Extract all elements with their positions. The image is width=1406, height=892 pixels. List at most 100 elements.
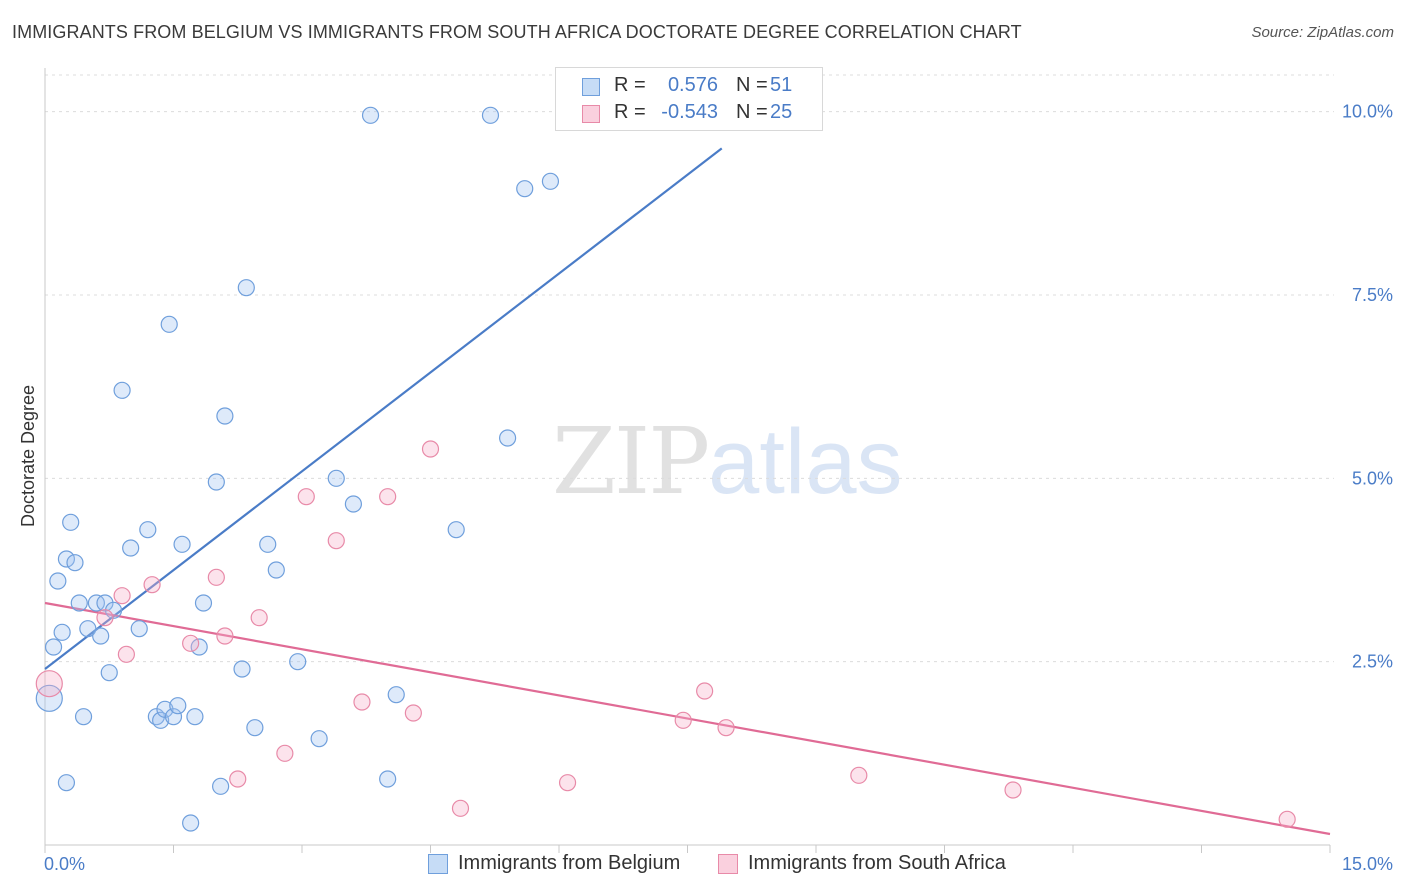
trendline-belgium xyxy=(44,147,723,670)
data-point-belgium xyxy=(66,554,84,572)
legend-row-belgium: R = 0.576 N = 51 xyxy=(556,74,822,100)
data-point-belgium xyxy=(160,315,178,333)
legend-r-value: 0.576 xyxy=(667,74,718,96)
data-point-belgium xyxy=(361,106,380,124)
x-tick-label-max: 15.0% xyxy=(1342,854,1393,874)
bottom-legend-swatch-belgium xyxy=(428,854,448,874)
data-point-belgium xyxy=(79,620,97,638)
data-point-south-africa xyxy=(216,627,234,645)
data-point-south-africa xyxy=(421,440,440,458)
data-point-south-africa xyxy=(717,719,735,737)
legend-r-value: -0.543 xyxy=(661,101,718,123)
y-tick-label: 7.5% xyxy=(1352,285,1393,305)
data-point-belgium xyxy=(173,535,191,553)
axes: 2.5% 5.0% 7.5% 10.0% 0.0% 15.0% xyxy=(44,68,1393,874)
data-point-belgium xyxy=(327,469,345,487)
y-axis-label: Doctorate Degree xyxy=(18,385,38,527)
data-point-belgium xyxy=(57,774,76,792)
y-tick-label: 2.5% xyxy=(1352,652,1393,672)
data-point-belgium xyxy=(310,730,328,748)
data-point-belgium xyxy=(216,407,234,425)
data-point-belgium xyxy=(164,708,183,726)
data-point-belgium xyxy=(344,495,362,513)
trendlines xyxy=(44,147,1331,836)
data-point-south-africa xyxy=(404,704,422,722)
y-tick-label: 5.0% xyxy=(1352,468,1393,488)
data-point-south-africa xyxy=(1004,781,1022,799)
data-point-belgium xyxy=(100,664,118,682)
data-point-south-africa xyxy=(117,645,135,663)
data-point-south-africa xyxy=(207,568,225,586)
data-point-belgium xyxy=(139,521,157,539)
data-point-belgium xyxy=(481,106,500,124)
data-point-south-africa xyxy=(379,488,397,506)
data-point-belgium xyxy=(387,686,405,704)
data-point-belgium xyxy=(233,660,251,678)
data-point-belgium xyxy=(379,770,397,788)
data-point-south-africa xyxy=(327,532,345,550)
legend-r-label: R = xyxy=(614,74,646,96)
legend-n-value: 25 xyxy=(770,101,793,123)
data-point-belgium xyxy=(130,620,148,638)
data-point-belgium xyxy=(289,653,307,671)
data-point-belgium xyxy=(169,697,187,715)
data-point-south-africa xyxy=(1278,810,1296,828)
legend-swatch-belgium xyxy=(582,78,600,96)
legend-n-label: N = xyxy=(736,101,768,123)
data-point-belgium xyxy=(92,627,110,645)
data-point-belgium xyxy=(541,172,560,190)
data-point-south-africa xyxy=(850,766,868,784)
chart-title: IMMIGRANTS FROM BELGIUM VS IMMIGRANTS FR… xyxy=(12,22,1022,42)
data-point-belgium xyxy=(207,473,225,491)
data-point-south-africa xyxy=(451,799,470,817)
data-point-south-africa xyxy=(276,744,294,762)
legend-row-south-africa: R = -0.543 N = 25 xyxy=(556,101,822,127)
trendline-south-africa xyxy=(44,601,1331,836)
data-point-belgium xyxy=(186,708,204,726)
data-point-south-africa xyxy=(674,711,692,729)
data-point-belgium xyxy=(122,539,140,557)
data-point-belgium xyxy=(113,381,131,399)
data-point-south-africa xyxy=(113,587,131,605)
data-point-belgium xyxy=(194,594,213,612)
data-point-south-africa xyxy=(696,682,714,700)
bottom-legend-label-south-africa: Immigrants from South Africa xyxy=(748,852,1006,874)
data-point-south-africa xyxy=(297,488,315,506)
data-point-south-africa xyxy=(353,693,371,711)
data-point-belgium xyxy=(246,719,264,737)
legend-swatch-south-africa xyxy=(582,105,600,123)
data-point-belgium xyxy=(49,572,67,590)
data-point-belgium xyxy=(35,684,63,712)
data-point-south-africa xyxy=(182,634,200,652)
data-point-belgium xyxy=(62,513,80,531)
x-tick-label-min: 0.0% xyxy=(44,854,85,874)
data-point-south-africa xyxy=(229,770,247,788)
data-point-belgium xyxy=(44,638,63,656)
legend-r-label: R = xyxy=(614,101,646,123)
data-point-belgium xyxy=(267,561,285,579)
data-point-belgium xyxy=(237,279,255,297)
data-point-south-africa xyxy=(143,576,161,594)
stats-legend: R = 0.576 N = 51 R = -0.543 N = 25 xyxy=(555,67,823,131)
chart-source: Source: ZipAtlas.com xyxy=(1251,24,1394,41)
data-points xyxy=(35,106,1296,832)
data-point-belgium xyxy=(182,814,200,832)
data-point-belgium xyxy=(212,777,230,795)
grid xyxy=(45,74,1334,663)
data-point-belgium xyxy=(74,708,93,726)
legend-n-label: N = xyxy=(736,74,768,96)
data-point-belgium xyxy=(259,535,277,553)
data-point-belgium xyxy=(70,594,88,612)
legend-n-value: 51 xyxy=(770,74,793,96)
data-point-belgium xyxy=(516,180,534,198)
data-point-south-africa xyxy=(35,670,63,698)
data-point-belgium xyxy=(53,623,71,641)
data-point-belgium xyxy=(447,521,465,539)
data-point-belgium xyxy=(57,550,76,568)
data-point-south-africa xyxy=(96,609,114,627)
bottom-legend-label-belgium: Immigrants from Belgium xyxy=(458,852,681,874)
data-point-belgium xyxy=(499,429,517,447)
data-point-south-africa xyxy=(250,609,268,627)
data-point-belgium xyxy=(190,638,208,656)
